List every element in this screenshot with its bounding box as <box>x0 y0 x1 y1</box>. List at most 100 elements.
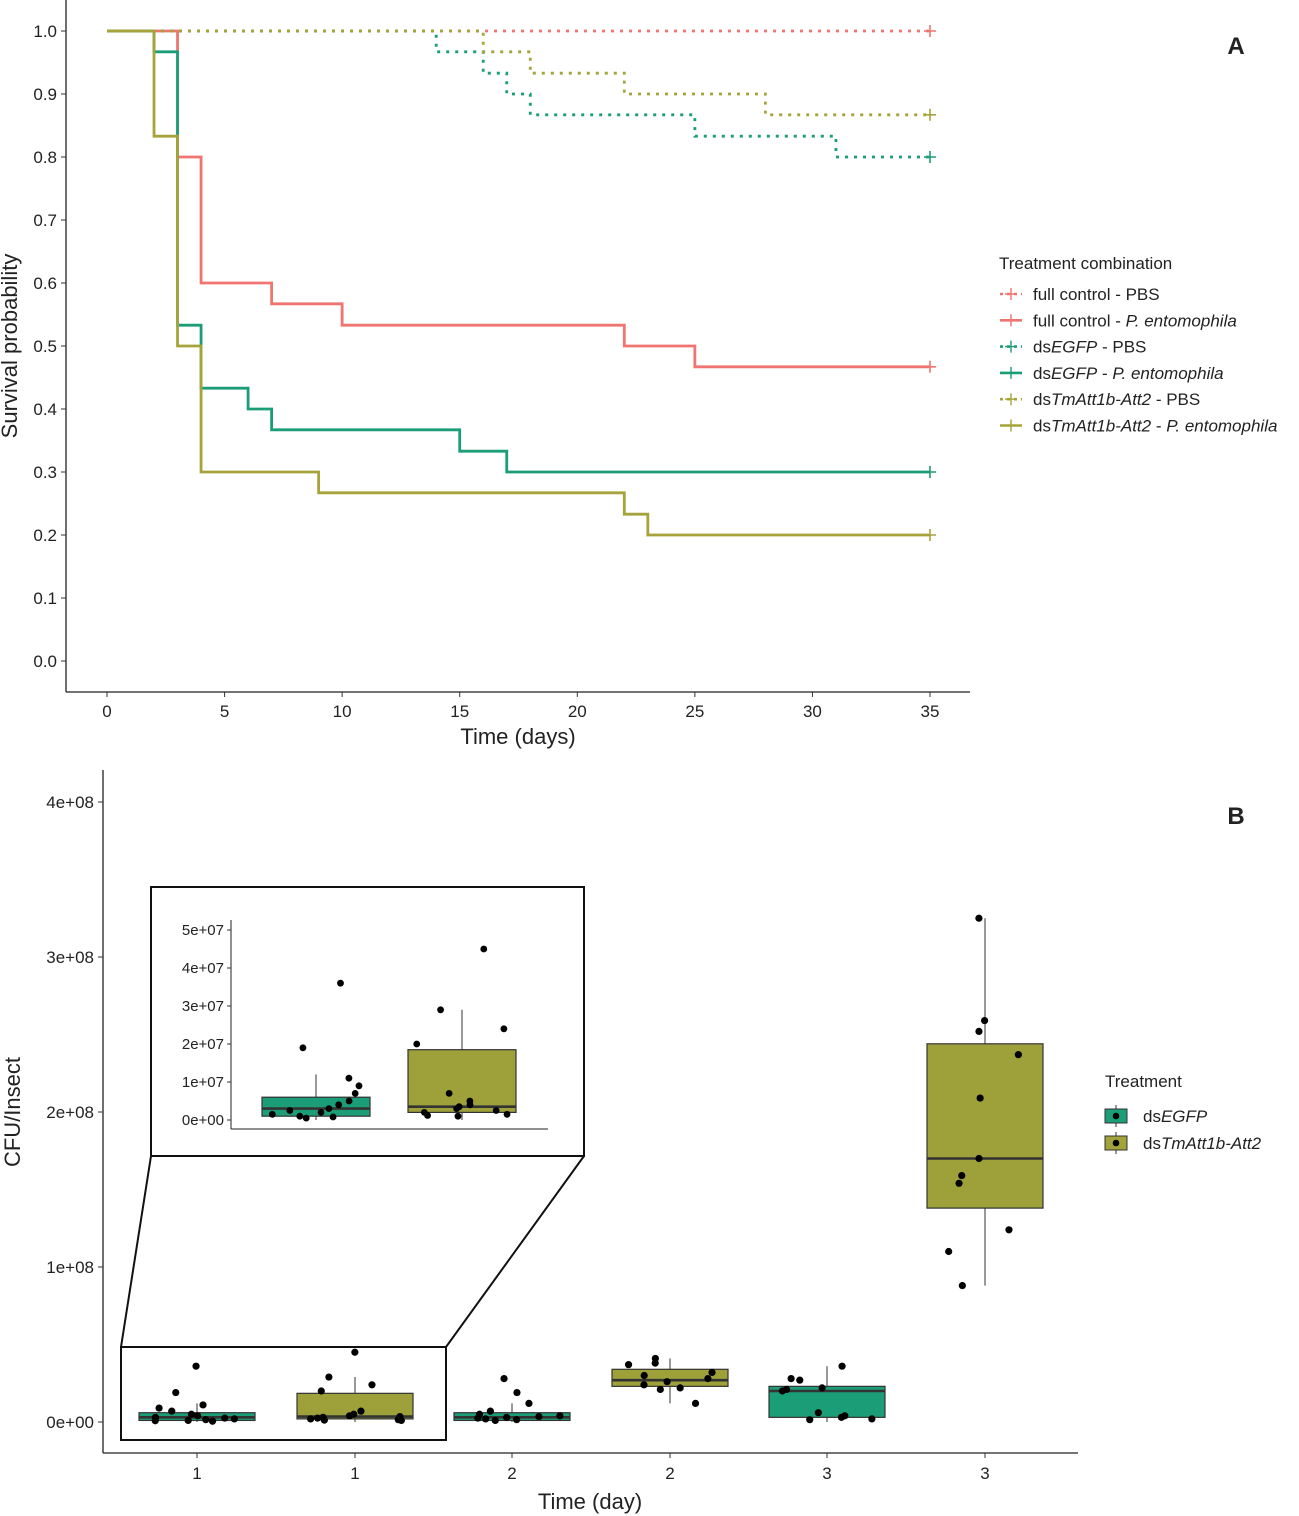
data-point <box>868 1415 876 1423</box>
data-point <box>454 1112 462 1120</box>
data-point <box>413 1040 421 1048</box>
cfu-legend: Treatment dsEGFP dsTmAtt1b-Att2 <box>1104 1072 1262 1154</box>
legend-label: dsTmAtt1b-Att2 - P. entomophila <box>1033 417 1277 436</box>
x-tick-label: 5 <box>220 702 229 721</box>
data-point <box>806 1416 814 1424</box>
censor-mark <box>924 529 936 541</box>
survival-curve-dstmatt-pbs <box>107 29 930 117</box>
survival-y-ticks: 0.0 0.1 0.2 0.3 0.4 0.5 0.6 0.7 0.8 0.9 1.0 <box>33 22 66 671</box>
data-point <box>958 1282 966 1290</box>
y-tick-label: 4e+08 <box>46 793 94 812</box>
y-tick-label: 1.0 <box>33 22 57 41</box>
data-point <box>796 1376 804 1384</box>
data-point <box>351 1348 359 1356</box>
data-point <box>491 1416 499 1425</box>
legend-label: dsTmAtt1b-Att2 <box>1143 1134 1262 1153</box>
data-point <box>424 1112 431 1119</box>
legend-label: dsEGFP - P. entomophila <box>1033 364 1224 383</box>
data-point <box>663 1378 671 1386</box>
data-point <box>656 1385 664 1394</box>
x-tick-label: 1 <box>350 1464 359 1483</box>
x-tick-label: 20 <box>568 702 587 721</box>
data-point <box>168 1407 176 1415</box>
legend-key-cross <box>1005 340 1017 353</box>
data-point <box>814 1409 822 1417</box>
x-tick-label: 30 <box>803 702 822 721</box>
legend-label: full control - P. entomophila <box>1033 311 1237 330</box>
inset-box-group-0 <box>261 979 371 1122</box>
data-point <box>708 1368 716 1376</box>
y-tick-label: 1e+08 <box>46 1258 94 1277</box>
legend-item-dstmatt-pe: dsTmAtt1b-Att2 - P. entomophila <box>1000 417 1277 436</box>
data-point <box>325 1105 333 1112</box>
data-point <box>838 1362 846 1370</box>
y-tick-label: 0.1 <box>33 589 57 608</box>
survival-curve-full-control-pe <box>107 29 930 369</box>
data-point <box>314 1414 322 1422</box>
inset-y-tick-label: 0e+00 <box>182 1112 224 1129</box>
data-point <box>503 1413 511 1421</box>
data-point <box>1014 1051 1022 1059</box>
data-point <box>958 1171 966 1180</box>
panel-label-a: A <box>1227 33 1244 60</box>
legend-key-cross <box>1005 288 1017 300</box>
inset-y-tick-label: 2e+07 <box>182 1036 224 1053</box>
data-point <box>455 1103 463 1111</box>
data-point <box>325 1373 333 1381</box>
box-iqr <box>926 1043 1044 1209</box>
data-point <box>396 1412 404 1421</box>
data-point <box>286 1107 294 1114</box>
y-tick-label: 0.6 <box>33 274 57 293</box>
data-point <box>302 1114 310 1122</box>
data-point <box>296 1112 304 1120</box>
data-point <box>345 1097 353 1105</box>
data-point <box>184 1416 192 1425</box>
x-tick-label: 0 <box>102 702 111 721</box>
legend-label: dsEGFP - PBS <box>1033 338 1146 357</box>
censor-mark <box>924 108 936 121</box>
data-point <box>151 1417 159 1425</box>
zoom-connector-left <box>120 1155 152 1348</box>
data-point <box>651 1359 659 1367</box>
survival-panel: 0.0 0.1 0.2 0.3 0.4 0.5 0.6 0.7 0.8 0.9 1.0 0 5 10 15… <box>0 0 1277 749</box>
x-tick-label: 10 <box>333 702 352 721</box>
data-point <box>976 1094 984 1102</box>
data-point <box>704 1375 712 1383</box>
data-point <box>466 1101 474 1109</box>
data-point <box>199 1401 207 1409</box>
box-group-0 <box>138 1362 256 1425</box>
survival-legend: Treatment combination full control - PBS… <box>999 254 1277 436</box>
data-point <box>480 945 488 953</box>
legend-key-cross <box>1005 366 1017 379</box>
censor-mark <box>924 466 936 478</box>
legend-label: full control - PBS <box>1033 285 1160 304</box>
x-tick-label: 25 <box>685 702 704 721</box>
survival-curve-dstmatt-pe <box>107 29 930 537</box>
data-point <box>445 1090 453 1097</box>
data-point <box>500 1025 508 1033</box>
data-point <box>268 1110 276 1118</box>
data-point <box>172 1388 180 1397</box>
data-point <box>818 1384 826 1392</box>
data-point <box>155 1404 163 1412</box>
y-tick-label: 0.4 <box>33 400 57 419</box>
box-group-5 <box>926 914 1044 1290</box>
cfu-panel: 0e+00 1e+08 2e+08 3e+08 4e+08 1 1 2 2 3 3 Time (d… <box>0 770 1262 1514</box>
data-point <box>535 1412 543 1421</box>
y-tick-label: 0.3 <box>33 463 57 482</box>
data-point <box>329 1113 337 1121</box>
y-tick-label: 0.7 <box>33 211 57 230</box>
data-point <box>208 1417 217 1425</box>
x-tick-label: 2 <box>665 1464 674 1483</box>
legend-item-1: dsTmAtt1b-Att2 <box>1104 1132 1262 1154</box>
panel-label-b: B <box>1227 803 1244 830</box>
data-point <box>975 914 983 922</box>
data-point <box>474 1414 482 1422</box>
box-group-4 <box>768 1362 886 1424</box>
data-point <box>525 1399 533 1407</box>
box-group-3 <box>611 1354 729 1407</box>
y-tick-label: 0e+00 <box>46 1413 94 1432</box>
censor-mark <box>924 151 936 163</box>
y-tick-label: 3e+08 <box>46 948 94 967</box>
